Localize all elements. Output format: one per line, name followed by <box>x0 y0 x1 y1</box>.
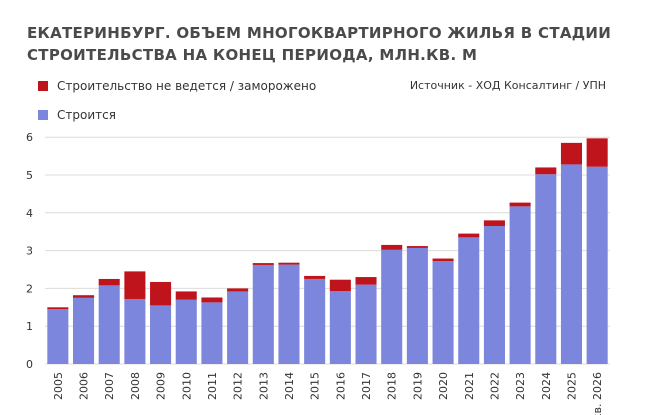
y-tick-label: 1 <box>26 320 33 333</box>
bar-building-2020 <box>432 261 454 364</box>
bar-building-2013 <box>252 264 274 364</box>
bar-frozen-2006 <box>72 295 95 298</box>
bar-building-2008 <box>124 298 146 364</box>
x-tick-label: 2014 <box>283 372 296 400</box>
bar-frozen-2005 <box>47 307 69 310</box>
x-tick-label: 2021 <box>463 372 476 400</box>
x-tick-label: 2018 <box>386 372 399 400</box>
x-tick-label: 2012 <box>232 372 245 400</box>
bar-frozen-2023 <box>509 202 531 207</box>
bar-building-2007 <box>98 285 120 364</box>
bar-frozen-2016 <box>329 279 351 292</box>
legend-label-building: Строится <box>57 108 116 122</box>
bar-frozen-2009 <box>150 281 172 306</box>
bar-building-2016 <box>329 291 351 364</box>
bar-building-2024 <box>535 174 557 364</box>
legend-swatch-building <box>38 110 48 120</box>
bar-frozen-2008 <box>124 271 146 299</box>
y-tick-label: 6 <box>26 131 33 144</box>
bar-frozen-2015 <box>304 275 326 279</box>
legend-item-building: Строится <box>38 107 316 123</box>
legend-item-frozen: Строительство не ведется / заморожено <box>38 78 316 94</box>
bar-frozen-2017 <box>355 277 377 285</box>
bar-building-2022 <box>483 226 505 364</box>
bar-building-2021 <box>458 237 480 364</box>
bar-frozen-2018 <box>381 244 403 250</box>
y-tick-label: 4 <box>26 207 33 220</box>
bar-frozen-2010 <box>175 291 197 300</box>
y-tick-label: 3 <box>26 245 33 258</box>
x-tick-label: 2015 <box>309 372 322 400</box>
bar-frozen-2022 <box>483 220 505 227</box>
bar-frozen-1-кв.-2026 <box>586 138 608 167</box>
chart-source: Источник - ХОД Консалтинг / УПН <box>409 79 606 92</box>
bar-building-2011 <box>201 302 223 364</box>
x-tick-label: 2006 <box>78 372 91 400</box>
x-tick-label: 2017 <box>360 372 373 400</box>
bar-building-2009 <box>150 305 172 364</box>
legend-label-frozen: Строительство не ведется / заморожено <box>57 79 317 93</box>
x-tick-label: 2005 <box>52 372 65 400</box>
chart-title: ЕКАТЕРИНБУРГ. ОБЪЕМ МНОГОКВАРТИРНОГО ЖИЛ… <box>27 24 612 64</box>
bar-frozen-2011 <box>201 297 223 303</box>
x-tick-label: 2023 <box>514 372 527 400</box>
bar-building-2023 <box>509 206 531 364</box>
y-tick-label: 0 <box>26 358 33 371</box>
x-tick-label: 2013 <box>257 372 270 400</box>
bar-building-1-кв.-2026 <box>586 166 608 364</box>
x-tick-label: 2020 <box>437 372 450 400</box>
bar-building-2015 <box>304 278 326 364</box>
legend-swatch-frozen <box>38 81 48 91</box>
bar-building-2010 <box>175 299 197 364</box>
y-tick-label: 5 <box>26 169 33 182</box>
bar-frozen-2024 <box>535 167 557 175</box>
bar-frozen-2013 <box>252 263 274 265</box>
bar-frozen-2025 <box>560 142 583 165</box>
bar-building-2014 <box>278 264 300 364</box>
bar-building-2006 <box>72 297 95 364</box>
x-tick-label: 2016 <box>334 372 347 400</box>
x-tick-label: 2010 <box>180 372 193 400</box>
bar-frozen-2007 <box>98 278 120 286</box>
bar-frozen-2021 <box>458 233 480 238</box>
bar-frozen-2019 <box>406 246 428 248</box>
bar-frozen-2014 <box>278 262 300 265</box>
y-tick-label: 2 <box>26 282 33 295</box>
chart-legend: Строительство не ведется / заморожено Ст… <box>38 78 316 136</box>
x-tick-label: 2019 <box>411 372 424 400</box>
bar-building-2018 <box>381 249 403 364</box>
x-tick-label: 2008 <box>129 372 142 400</box>
x-tick-label: 2011 <box>206 372 219 400</box>
bar-frozen-2020 <box>432 258 454 262</box>
x-tick-label: 2024 <box>540 372 553 400</box>
x-tick-label: 2007 <box>103 372 116 400</box>
bar-building-2017 <box>355 284 377 364</box>
bar-frozen-2012 <box>227 288 249 292</box>
bar-building-2012 <box>227 291 249 364</box>
x-tick-label: 1 кв. 2026 <box>591 372 604 415</box>
bar-building-2005 <box>47 309 69 364</box>
x-tick-label: 2009 <box>155 372 168 400</box>
bar-building-2025 <box>560 164 583 364</box>
bar-building-2019 <box>406 247 428 364</box>
x-tick-label: 2025 <box>565 372 578 400</box>
x-tick-label: 2022 <box>488 372 501 400</box>
